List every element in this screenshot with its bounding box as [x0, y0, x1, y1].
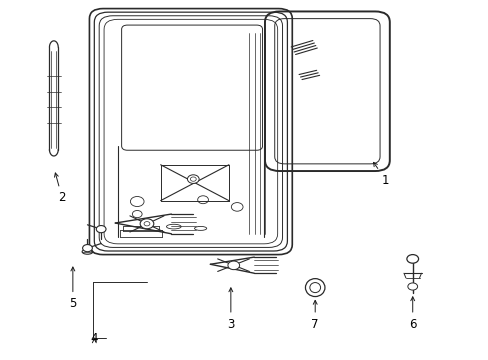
- Ellipse shape: [82, 249, 93, 254]
- Text: 3: 3: [227, 288, 234, 331]
- Ellipse shape: [305, 279, 325, 297]
- Circle shape: [187, 175, 199, 183]
- Circle shape: [96, 226, 106, 233]
- Circle shape: [140, 219, 154, 229]
- Circle shape: [82, 244, 92, 252]
- Text: 2: 2: [54, 173, 66, 204]
- Text: 7: 7: [311, 300, 318, 331]
- Text: 1: 1: [373, 162, 389, 186]
- FancyBboxPatch shape: [274, 19, 379, 164]
- Text: 6: 6: [408, 297, 416, 331]
- Circle shape: [190, 177, 196, 181]
- Text: 4: 4: [90, 332, 98, 345]
- Circle shape: [227, 261, 239, 270]
- Circle shape: [407, 283, 417, 290]
- Ellipse shape: [309, 283, 320, 293]
- Circle shape: [144, 222, 150, 226]
- Circle shape: [406, 255, 418, 263]
- FancyBboxPatch shape: [264, 12, 389, 171]
- Text: 5: 5: [69, 267, 77, 310]
